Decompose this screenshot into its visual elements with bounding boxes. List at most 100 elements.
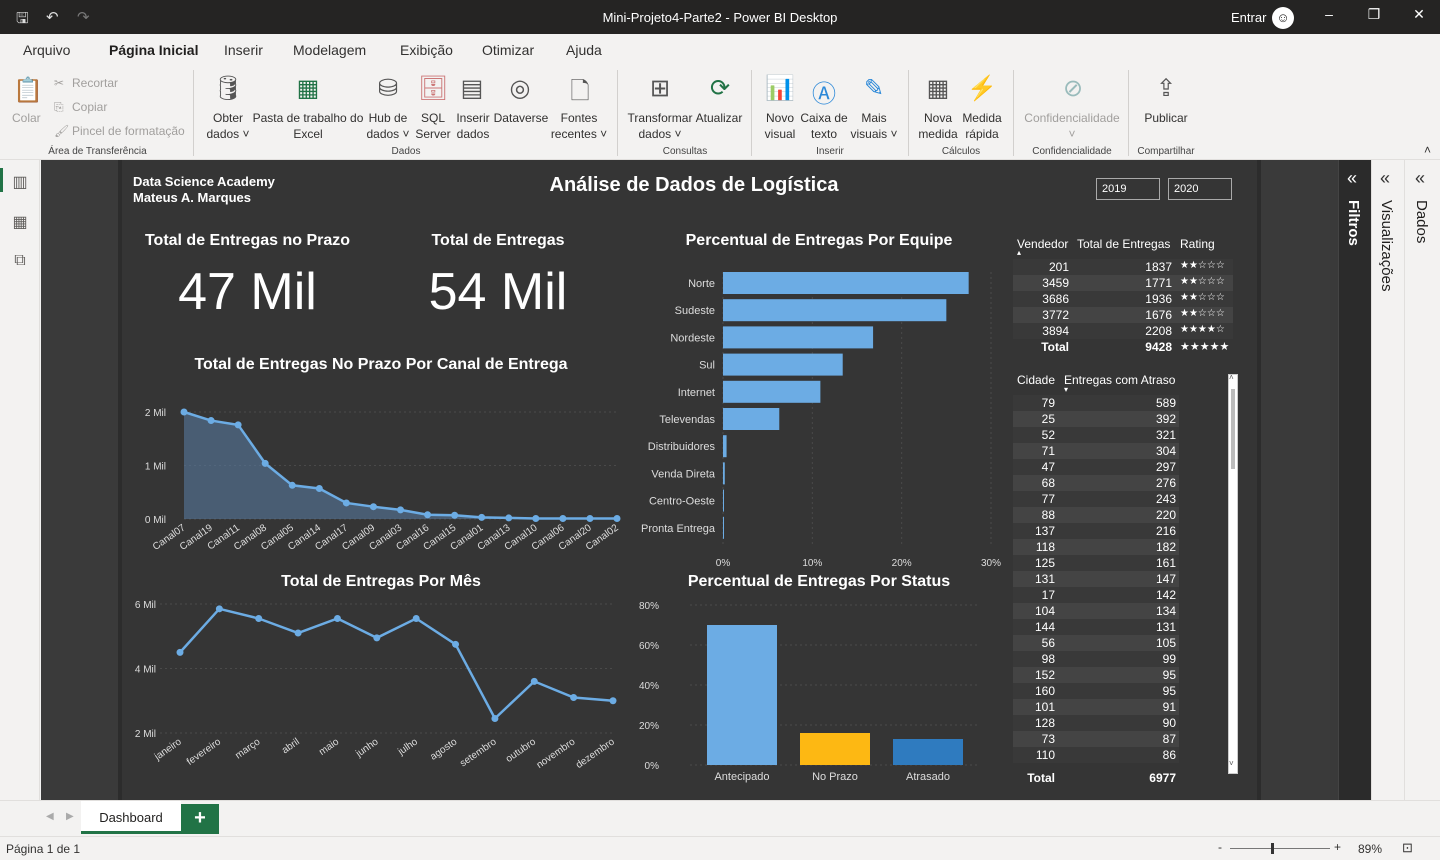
add-page-button[interactable]: + <box>181 804 219 834</box>
vendor-row[interactable] <box>1013 259 1233 275</box>
collapse-ribbon-icon[interactable]: ˄ <box>1424 143 1432 157</box>
enter-data-button[interactable]: Inserir dados <box>452 110 494 142</box>
year-slicer-2020[interactable]: 2020 <box>1168 178 1232 200</box>
prev-page-icon[interactable]: ◀ <box>46 811 54 822</box>
chart-team-bars[interactable]: 0% 10% 20% 30% Norte Sudeste Nordeste Sul Intern… <box>640 262 1010 572</box>
city-row[interactable] <box>1013 587 1179 603</box>
city-row[interactable] <box>1013 667 1179 683</box>
vendor-row[interactable] <box>1013 291 1233 307</box>
city-row[interactable] <box>1013 603 1179 619</box>
city-row[interactable] <box>1013 475 1179 491</box>
cut-button[interactable]: Recortar <box>72 76 119 90</box>
city-row[interactable] <box>1013 619 1179 635</box>
city-row[interactable] <box>1013 715 1179 731</box>
tab-inserir[interactable]: Inserir <box>224 42 263 58</box>
get-data-button[interactable]: Obter dados ˅ <box>202 110 254 142</box>
city-row[interactable] <box>1013 427 1179 443</box>
expand-filters-icon[interactable]: « <box>1347 168 1358 188</box>
data-hub-button[interactable]: Hub de dados ˅ <box>364 110 412 142</box>
save-icon[interactable]: 🖫 <box>16 10 29 27</box>
zoom-out-icon[interactable]: - <box>1218 840 1222 854</box>
tab-otimizar[interactable]: Otimizar <box>482 42 535 58</box>
refresh-button[interactable]: Atualizar <box>694 110 744 126</box>
city-row[interactable] <box>1013 651 1179 667</box>
city-row[interactable] <box>1013 699 1179 715</box>
data-point <box>532 514 540 522</box>
filters-label[interactable]: Filtros <box>1345 200 1362 246</box>
vendor-row[interactable] <box>1013 275 1233 291</box>
city-row[interactable] <box>1013 507 1179 523</box>
data-label[interactable]: Dados <box>1413 200 1430 244</box>
recent-sources-button[interactable]: Fontes recentes ˅ <box>548 110 610 142</box>
chart-month-title: Total de Entregas Por Mês <box>281 573 481 590</box>
excel-button[interactable]: Pasta de trabalho do Excel <box>252 110 364 142</box>
sql-server-button[interactable]: SQL Server <box>412 110 454 142</box>
city-row[interactable] <box>1013 731 1179 747</box>
filters-pane[interactable]: « Filtros <box>1338 160 1371 800</box>
tab-modelagem[interactable]: Modelagem <box>293 42 367 58</box>
expand-viz-icon[interactable]: « <box>1380 168 1391 188</box>
scroll-down-icon[interactable]: ˅ <box>1229 759 1234 768</box>
scroll-up-icon[interactable]: ˄ <box>1229 373 1234 382</box>
city-row[interactable] <box>1013 635 1179 651</box>
new-measure-button[interactable]: Nova medida <box>916 110 960 142</box>
textbox-button[interactable]: Caixa de texto <box>800 110 848 142</box>
scroll-thumb[interactable] <box>1231 389 1235 469</box>
new-visual-button[interactable]: Novo visual <box>760 110 800 142</box>
table-view-icon[interactable]: ▦ <box>12 214 28 231</box>
undo-icon[interactable]: ↶ <box>46 9 59 26</box>
city-row[interactable] <box>1013 411 1179 427</box>
city-table-scrollbar[interactable]: ˄ ˅ <box>1228 373 1238 774</box>
visualizations-label[interactable]: Visualizações <box>1378 200 1395 292</box>
tab-pagina-inicial[interactable]: Página Inicial <box>109 42 199 58</box>
chart-status-bars[interactable]: 0% 20% 40% 60% 80% Antecipado No Prazo Atrasado <box>630 595 1000 790</box>
city-row[interactable] <box>1013 555 1179 571</box>
next-page-icon[interactable]: ▶ <box>66 811 74 822</box>
city-row[interactable] <box>1013 571 1179 587</box>
close-icon[interactable]: ✕ <box>1413 6 1425 22</box>
quick-measure-button[interactable]: Medida rápida <box>958 110 1006 142</box>
signin-link[interactable]: Entrar <box>1231 10 1267 25</box>
city-row[interactable] <box>1013 683 1179 699</box>
x-tick-label: maio <box>317 736 341 758</box>
dataverse-button[interactable]: Dataverse <box>492 110 550 126</box>
zoom-slider-thumb[interactable] <box>1271 843 1274 854</box>
city-row[interactable] <box>1013 491 1179 507</box>
city-row[interactable] <box>1013 459 1179 475</box>
copy-button[interactable]: Copiar <box>72 100 108 114</box>
chart-month-line[interactable]: 2 Mil 4 Mil 6 Mil janeiro fevereiro março abri… <box>120 590 630 775</box>
tab-arquivo[interactable]: Arquivo <box>23 42 71 58</box>
city-row[interactable] <box>1013 747 1179 763</box>
page-tab-dashboard[interactable]: Dashboard <box>81 801 181 834</box>
paste-button[interactable]: Colar <box>12 111 41 125</box>
vendor-total: 1837 <box>1145 260 1172 274</box>
vendor-id: 3772 <box>1042 308 1069 322</box>
city-row[interactable] <box>1013 395 1179 411</box>
minimize-icon[interactable]: – <box>1325 6 1333 22</box>
avatar-icon[interactable]: ☺ <box>1272 7 1294 29</box>
vendor-row[interactable] <box>1013 307 1233 323</box>
zoom-slider[interactable] <box>1230 843 1330 854</box>
more-visuals-button[interactable]: Mais visuais ˅ <box>848 110 900 142</box>
transform-data-button[interactable]: Transformar dados ˅ <box>626 110 694 142</box>
city-row[interactable] <box>1013 539 1179 555</box>
fit-page-icon[interactable]: ⊡ <box>1402 840 1413 855</box>
redo-icon[interactable]: ↷ <box>77 9 90 26</box>
tab-exibicao[interactable]: Exibição <box>400 42 453 58</box>
expand-data-icon[interactable]: « <box>1415 168 1426 188</box>
city-row[interactable] <box>1013 443 1179 459</box>
maximize-icon[interactable]: ❐ <box>1367 6 1381 22</box>
report-view-icon[interactable]: ▥ <box>12 174 28 191</box>
vendor-row[interactable] <box>1013 323 1233 339</box>
tab-ajuda[interactable]: Ajuda <box>566 42 602 58</box>
year-slicer-2019[interactable]: 2019 <box>1096 178 1160 200</box>
city-row[interactable] <box>1013 523 1179 539</box>
zoom-in-icon[interactable]: + <box>1334 840 1342 854</box>
sensitivity-button[interactable]: Confidencialidade ˅ <box>1020 110 1124 142</box>
visualizations-pane[interactable]: « Visualizações <box>1371 160 1404 800</box>
model-view-icon[interactable]: ⧉ <box>14 252 26 269</box>
publish-button[interactable]: Publicar <box>1136 110 1196 126</box>
format-painter-button[interactable]: Pincel de formatação <box>72 124 185 138</box>
data-pane[interactable]: « Dados <box>1404 160 1440 800</box>
